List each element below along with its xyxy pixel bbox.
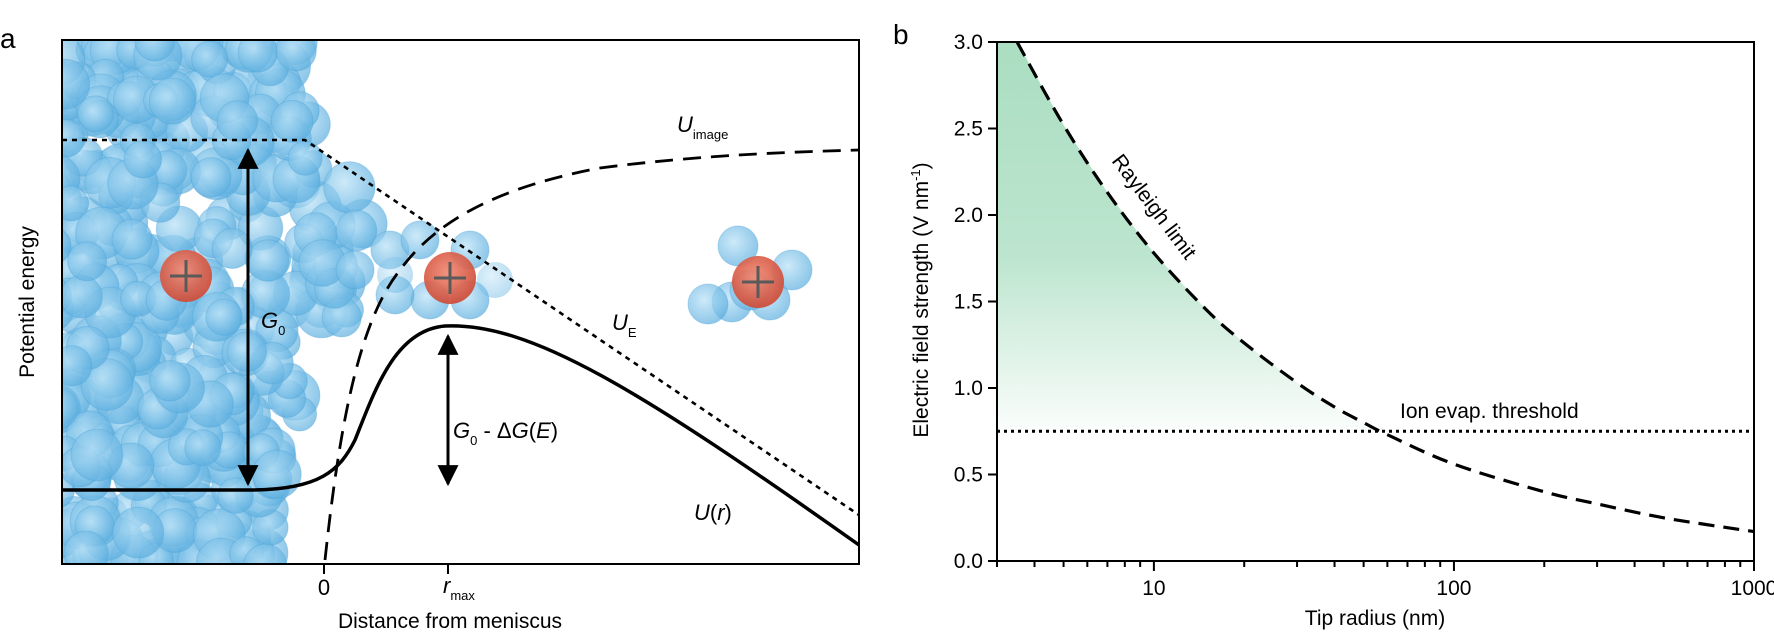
solvent-molecule: [62, 275, 103, 319]
u-r-curve: [62, 324, 859, 547]
g0-label: G0: [261, 308, 285, 338]
r-max-label: rmax: [443, 573, 475, 603]
y-tick-label: 0.5: [954, 464, 983, 487]
solvent-molecule: [62, 387, 79, 430]
x-tick-label: 10: [1142, 577, 1165, 600]
x-tick-label: 100: [1436, 577, 1471, 600]
solvent-molecule: [270, 99, 314, 143]
plus-charge-icon: [742, 266, 774, 298]
u-r-label: U(r): [694, 500, 732, 525]
solvent-molecule: [70, 428, 124, 482]
rayleigh-limit-line: [1015, 41, 1755, 534]
solvent-molecule: [123, 140, 163, 179]
solvent-molecule: [62, 118, 86, 158]
solvent-molecule: [335, 209, 378, 252]
g0-minus-delta-g-label: G0 - ΔG(E): [453, 418, 558, 448]
y-tick-label: 2.5: [954, 118, 983, 141]
solvent-molecule: [149, 360, 191, 402]
u-e-label: UE: [612, 310, 637, 340]
solvent-molecule: [62, 229, 72, 263]
solvent-molecule: [335, 250, 375, 290]
solvent-molecule: [148, 77, 196, 125]
panel-b-ylabel: Electric field strength (V nm-1): [908, 162, 933, 437]
solvent-molecule: [190, 157, 232, 198]
plus-charge-icon: [434, 262, 466, 294]
solvent-molecule: [62, 345, 93, 387]
solvent-molecule: [63, 530, 109, 564]
panel-b-label: b: [893, 19, 909, 50]
solvent-molecule: [134, 40, 176, 62]
solvent-molecule: [77, 95, 115, 133]
solvent-molecule: [62, 58, 91, 110]
solvent-molecule: [211, 228, 253, 269]
panel-a-xlabel: Distance from meniscus: [338, 610, 562, 633]
solvent-molecule: [191, 40, 229, 78]
x-tick-zero-label: 0: [318, 575, 330, 600]
solvent-molecule: [216, 100, 259, 142]
rayleigh-shaded-region: [997, 42, 1392, 432]
solvent-molecule: [246, 239, 290, 282]
panel-b-xlabel: Tip radius (nm): [1305, 607, 1445, 630]
solvent-molecule: [111, 218, 153, 260]
solvent-molecule: [243, 543, 288, 564]
y-tick-label: 1.0: [954, 377, 983, 400]
solvent-molecule: [217, 477, 254, 515]
y-axis: 0.0 0.5 1.0 1.5 2.0 2.5 3.0: [954, 31, 997, 573]
panel-a-ylabel: Potential energy: [16, 226, 39, 378]
solvent-molecule: [477, 262, 513, 298]
solvent-molecule: [275, 40, 317, 72]
threshold-label: Ion evap. threshold: [1400, 400, 1579, 423]
solvent-molecule: [287, 140, 323, 176]
solvent-molecules: [62, 40, 490, 564]
y-tick-label: 3.0: [954, 31, 983, 54]
u-e-curve: [323, 148, 859, 561]
solvent-molecule: [67, 241, 108, 282]
solvent-molecule: [323, 161, 376, 214]
panel-a-label: a: [0, 23, 16, 54]
solvent-molecule: [62, 185, 90, 222]
y-tick-label: 1.5: [954, 291, 983, 314]
panel-a-frame: [61, 39, 860, 565]
x-tick-label: 1000: [1731, 577, 1774, 600]
solvent-molecule: [687, 283, 729, 325]
solvent-molecule: [237, 40, 279, 73]
x-axis: 10 100 1000: [996, 561, 1774, 600]
u-image-label: Uimage: [677, 112, 728, 142]
y-tick-label: 0.0: [954, 550, 983, 573]
solvent-molecule: [80, 358, 134, 411]
u-image-curve: [62, 138, 859, 517]
solvent-molecule: [184, 429, 222, 467]
ion-molecules: [160, 225, 813, 325]
solvent-molecule: [205, 298, 243, 336]
solvent-molecule: [112, 506, 165, 559]
solvent-molecule: [400, 220, 440, 260]
y-tick-label: 2.0: [954, 204, 983, 227]
chart-series: [997, 41, 1755, 534]
plus-charge-icon: [170, 260, 202, 292]
